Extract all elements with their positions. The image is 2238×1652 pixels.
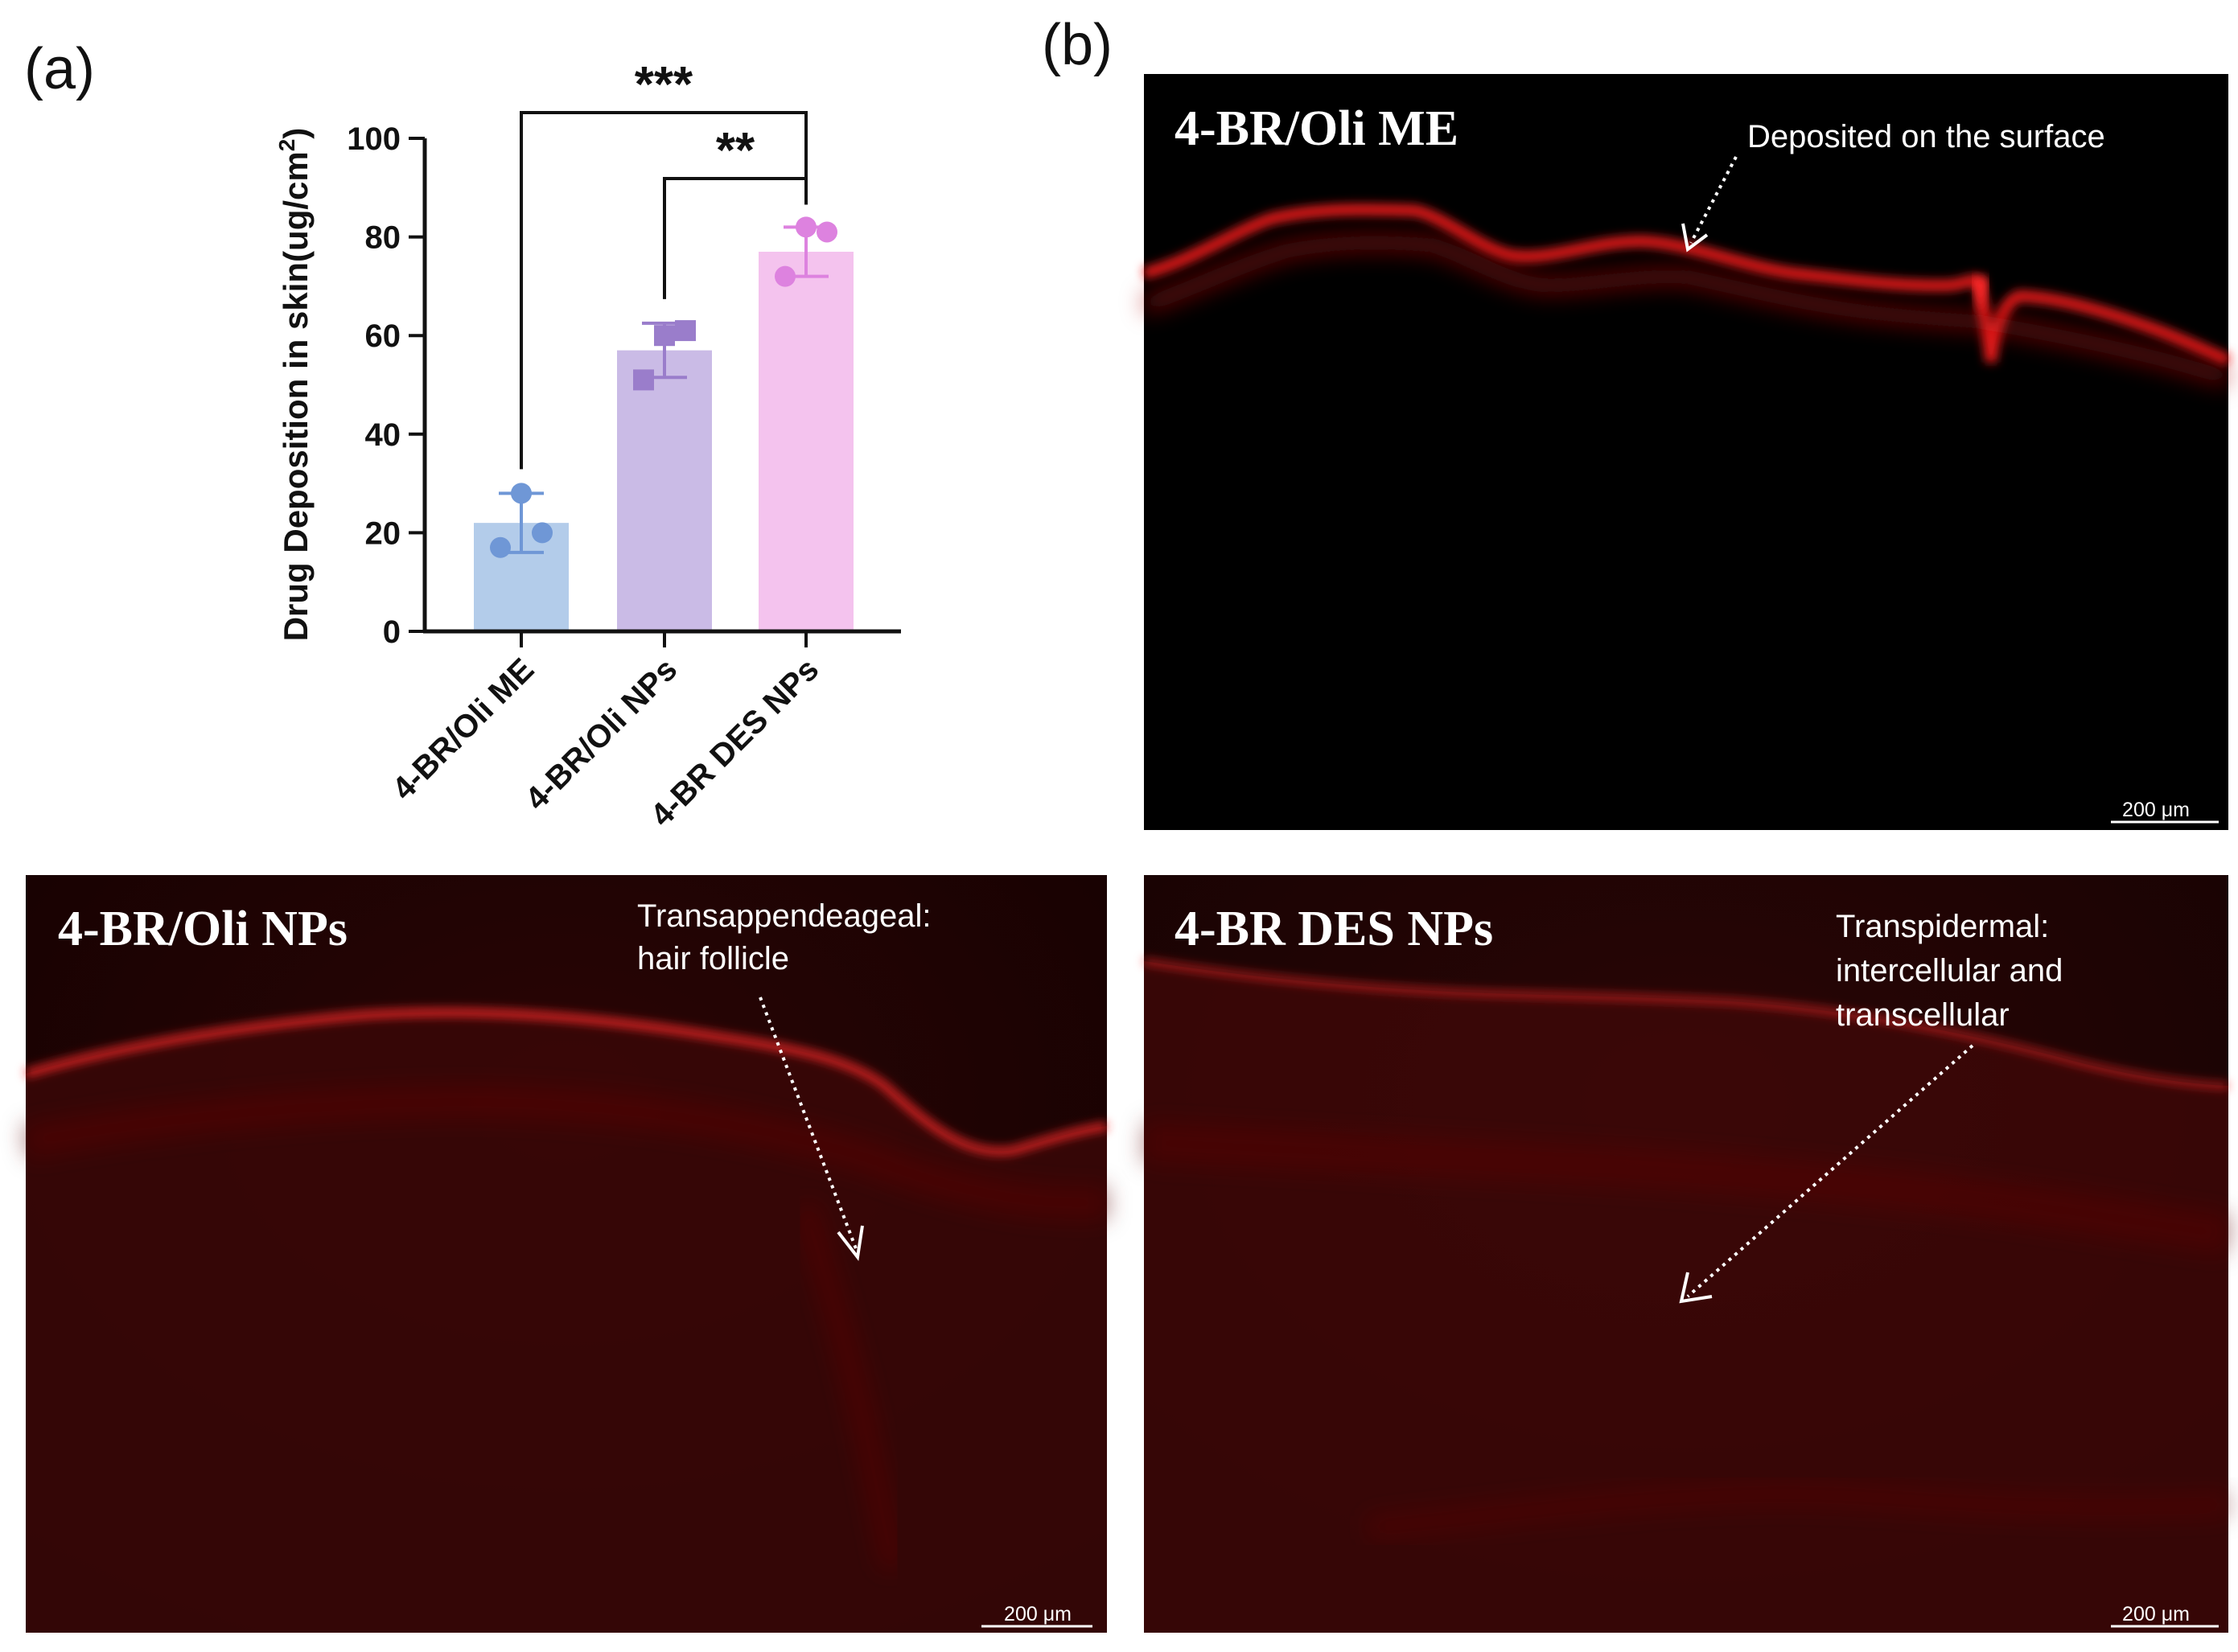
transdermal-arrow: [1686, 1044, 1974, 1298]
tissue-layer-des-nps: [1142, 1122, 2232, 1255]
micrograph-des-nps: 4-BR DES NPs Transpidermal: intercellula…: [1142, 875, 2232, 1633]
data-points-layer: [490, 216, 837, 558]
data-point-1-2: [675, 320, 696, 342]
bar-chart: 0 20 40 60 80 100 4-BR/Oli ME4-BR/Oli NPs4-BR…: [274, 57, 901, 833]
y-tick-label-60: 60: [365, 318, 401, 354]
micrograph-oli-nps-title: 4-BR/Oli NPs: [58, 902, 348, 956]
bars-layer: [474, 251, 854, 631]
follicle-arrow: [759, 997, 858, 1251]
data-point-0-0: [511, 483, 532, 504]
panel-label-b: (b): [1042, 13, 1113, 77]
transdermal-note-line-3: transcellular: [1836, 997, 2010, 1033]
tissue-layer-oli-nps: [23, 1085, 1109, 1219]
significance-brackets: *****: [520, 57, 808, 470]
tissue-surface-des-nps: [1143, 958, 2229, 1089]
scale-label-des-nps: 200 μm: [2122, 1603, 2190, 1625]
tissue-body-oli-nps: [26, 1012, 1107, 1633]
panel-label-a: (a): [24, 37, 95, 101]
data-point-1-0: [654, 325, 675, 347]
significance-label-1: **: [716, 123, 755, 179]
y-ticks-layer: 0 20 40 60 80 100: [347, 121, 425, 650]
surface-arrow: [1689, 156, 1738, 244]
micrograph-des-nps-title: 4-BR DES NPs: [1175, 902, 1493, 956]
micrograph-me-title: 4-BR/Oli ME: [1175, 101, 1458, 156]
transdermal-note-line-2: intercellular and: [1836, 953, 2063, 988]
surface-arrow-head: [1681, 223, 1709, 253]
surface-note: Deposited on the surface: [1747, 119, 2105, 154]
significance-label-0: ***: [635, 57, 693, 113]
significance-bracket-0: [520, 111, 808, 470]
y-tick-label-20: 20: [365, 516, 401, 551]
data-point-0-1: [490, 536, 511, 558]
follicle-note-line-1: Transappendeageal:: [637, 898, 931, 934]
scale-label-me: 200 μm: [2122, 799, 2190, 821]
bar-2: [759, 251, 854, 631]
tissue-surface-oli-nps: [24, 1008, 1108, 1156]
transdermal-arrow-head: [1679, 1272, 1713, 1304]
transdermal-note-line-1: Transpidermal:: [1836, 909, 2049, 944]
follicle-shape: [792, 1202, 905, 1571]
bar-1: [617, 350, 712, 631]
tissue-fold-me: [1973, 277, 1989, 318]
x-tick-label-0: 4-BR/Oli ME: [385, 651, 541, 807]
data-point-0-2: [532, 522, 553, 544]
y-tick-label-100: 100: [347, 121, 401, 157]
data-point-1-1: [633, 369, 654, 391]
tissue-streak-des-nps: [1366, 1482, 2229, 1540]
tissue-surface-me: [1142, 203, 2231, 366]
follicle-arrow-head: [837, 1225, 864, 1261]
data-point-2-2: [817, 221, 837, 243]
y-tick-label-0: 0: [383, 614, 401, 650]
micrograph-oli-nps: 4-BR/Oli NPs Transappendeageal: hair fol…: [23, 875, 1109, 1633]
follicle-note-line-2: hair follicle: [637, 941, 789, 976]
scale-label-oli-nps: 200 μm: [1004, 1603, 1072, 1625]
tissue-layer-me: [1141, 233, 2231, 387]
micrograph-me: 4-BR/Oli ME Deposited on the surface 200…: [1141, 74, 2231, 830]
micrograph-me-background: [1144, 74, 2228, 830]
significance-bracket-1: [663, 177, 808, 299]
data-point-2-0: [796, 216, 817, 238]
tissue-body-des-nps: [1144, 961, 2228, 1633]
y-tick-label-40: 40: [365, 417, 401, 453]
data-point-2-1: [775, 265, 796, 287]
y-tick-label-80: 80: [365, 220, 401, 256]
y-axis-title: Drug Deposition in skin(ug/cm2): [274, 128, 315, 642]
